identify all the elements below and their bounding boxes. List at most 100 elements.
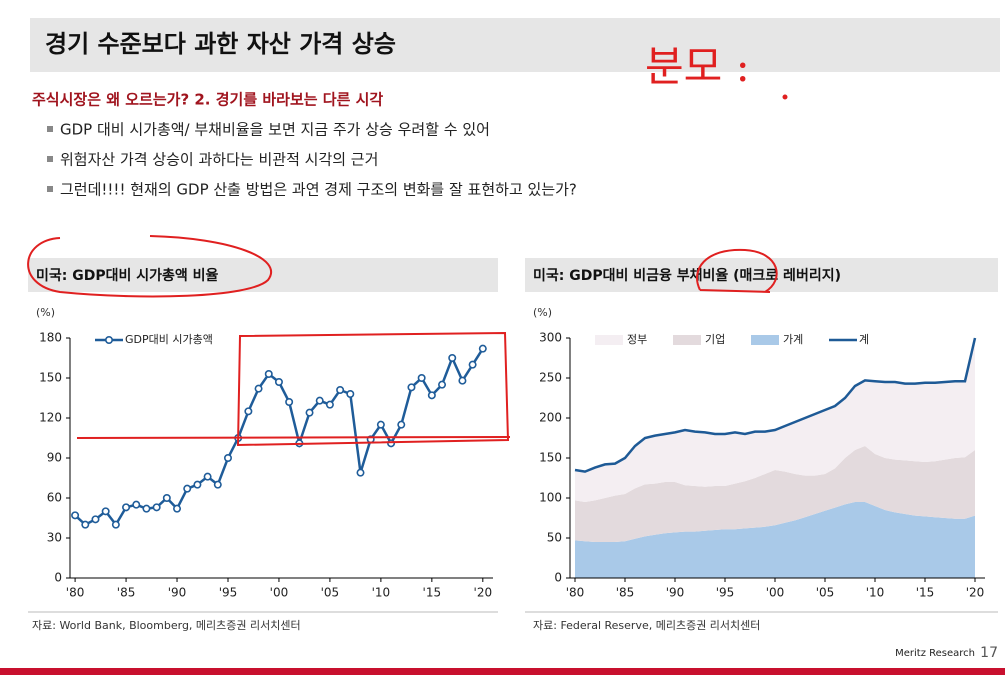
x-tick-label: '85 xyxy=(616,586,635,600)
y-tick-label: 180 xyxy=(39,331,62,345)
data-point xyxy=(183,484,192,493)
y-tick-label: 200 xyxy=(539,411,562,425)
footer-bar xyxy=(0,668,1005,675)
slide-title: 경기 수준보다 과한 자산 가격 상승 xyxy=(45,30,396,58)
y-unit: (%) xyxy=(533,306,552,319)
x-tick-label: '15 xyxy=(423,586,442,600)
data-point xyxy=(162,493,171,502)
title-bar xyxy=(30,18,1000,72)
section-heading: 주식시장은 왜 오르는가? 2. 경기를 바라보는 다른 시각 xyxy=(32,91,383,109)
data-point xyxy=(101,507,110,516)
data-point xyxy=(325,400,334,409)
data-point xyxy=(315,396,324,405)
data-point xyxy=(152,503,161,512)
data-point xyxy=(111,520,120,529)
chart-header xyxy=(28,258,498,292)
pen-line xyxy=(76,436,511,439)
data-point xyxy=(71,511,80,520)
data-point xyxy=(387,439,396,448)
y-unit: (%) xyxy=(36,306,55,319)
bullet-text: 그런데!!!! 현재의 GDP 산출 방법은 과연 경제 구조의 변화를 잘 표… xyxy=(60,181,577,199)
x-tick-label: '20 xyxy=(966,586,985,600)
data-point xyxy=(91,515,100,524)
bullet-text: GDP 대비 시가총액/ 부채비율을 보면 지금 주가 상승 우려할 수 있어 xyxy=(60,121,490,139)
x-tick-label: '80 xyxy=(66,586,85,600)
chart-title: 미국: GDP대비 비금융 부채비율 (매크로 레버리지) xyxy=(533,267,841,284)
data-point xyxy=(458,376,467,385)
y-tick-label: 0 xyxy=(54,571,62,585)
legend-marker xyxy=(105,335,114,344)
data-point xyxy=(173,504,182,513)
data-point xyxy=(417,373,426,382)
bullet xyxy=(47,126,53,132)
x-tick-label: '90 xyxy=(666,586,685,600)
data-point xyxy=(346,389,355,398)
data-point xyxy=(274,377,283,386)
plots: 0 30 60 90 120 150 180 '80 '85 '90 '95 '00 '05 '10 '15… xyxy=(39,331,985,600)
x-tick-label: '20 xyxy=(474,586,493,600)
x-tick-label: '95 xyxy=(716,586,735,600)
legend-label: 기업 xyxy=(705,333,725,346)
pen-circle xyxy=(696,248,778,293)
data-point xyxy=(448,353,457,362)
legend-swatch xyxy=(595,335,623,345)
x-tick-label: '10 xyxy=(372,586,391,600)
data-point xyxy=(122,503,131,512)
data-point xyxy=(356,468,365,477)
data-point xyxy=(397,420,406,429)
data-point xyxy=(427,391,436,400)
bullet xyxy=(47,156,53,162)
area-segment xyxy=(575,338,975,502)
pen-dot xyxy=(782,94,788,100)
data-point xyxy=(264,369,273,378)
x-tick-label: '05 xyxy=(321,586,340,600)
y-tick-label: 30 xyxy=(47,531,62,545)
data-point xyxy=(468,360,477,369)
area-segment xyxy=(575,446,975,542)
legend-label: 정부 xyxy=(627,333,647,346)
handwritten-note: 분모 : xyxy=(645,42,750,91)
area-segment xyxy=(575,502,975,578)
data-point xyxy=(244,407,253,416)
data-point xyxy=(305,408,314,417)
y-tick-label: 250 xyxy=(539,371,562,385)
y-tick-label: 120 xyxy=(39,411,62,425)
y-tick-label: 100 xyxy=(539,491,562,505)
x-tick-label: '90 xyxy=(168,586,187,600)
data-point xyxy=(142,504,151,513)
data-point xyxy=(478,344,487,353)
pen-box xyxy=(236,331,510,447)
bullet xyxy=(47,186,53,192)
data-point xyxy=(407,383,416,392)
x-tick-label: '00 xyxy=(270,586,289,600)
data-point xyxy=(81,520,90,529)
legend-label: GDP대비 시가총액 xyxy=(125,333,213,346)
y-tick-label: 50 xyxy=(547,531,562,545)
data-point xyxy=(376,420,385,429)
data-point xyxy=(285,397,294,406)
pen-circle xyxy=(27,235,272,298)
x-tick-label: '95 xyxy=(219,586,238,600)
brand: Meritz Research xyxy=(895,648,975,659)
y-tick-label: 150 xyxy=(39,371,62,385)
legend-label: 가계 xyxy=(783,333,803,346)
x-tick-label: '85 xyxy=(117,586,136,600)
data-point xyxy=(336,385,345,394)
legend-swatch xyxy=(751,335,779,345)
data-point xyxy=(132,500,141,509)
data-point xyxy=(193,480,202,489)
x-tick-label: '80 xyxy=(566,586,585,600)
total-line xyxy=(574,337,977,473)
chart-title: 미국: GDP대비 시가총액 비율 xyxy=(36,267,219,284)
data-point xyxy=(203,472,212,481)
data-point xyxy=(223,453,232,462)
legend-swatch xyxy=(673,335,701,345)
x-tick-label: '10 xyxy=(866,586,885,600)
source: 자료: Federal Reserve, 메리츠증권 리서치센터 xyxy=(533,619,760,632)
legend-label: 계 xyxy=(859,333,869,346)
bullet-text: 위험자산 가격 상승이 과하다는 비관적 시각의 근거 xyxy=(60,151,378,169)
chart-header xyxy=(525,258,998,292)
y-tick-label: 90 xyxy=(47,451,62,465)
